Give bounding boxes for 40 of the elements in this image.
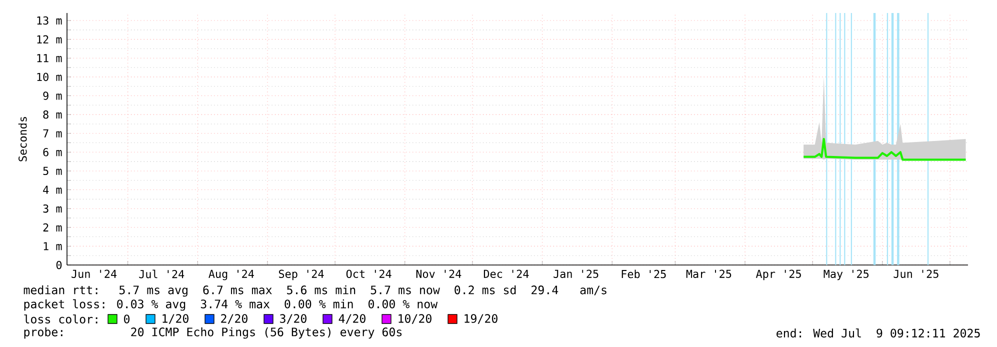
text: loss color: [24, 314, 98, 324]
x-tick-label: Mar '25 [686, 270, 732, 278]
x-tick-label: Jun '25 [894, 270, 938, 278]
y-tick-label: 11 m [37, 54, 62, 62]
x-tick-label: Apr '25 [756, 270, 801, 280]
y-tick-label: 4 m [43, 186, 62, 194]
x-tick-label: Jan '25 [554, 270, 598, 278]
x-tick-label: Feb '25 [622, 270, 666, 278]
x-tick-label: Sep '24 [278, 270, 324, 280]
x-tick-label: Oct '24 [346, 270, 392, 278]
x-tick-label: Jun '24 [72, 270, 117, 278]
y-tick-label: 0 [56, 260, 62, 270]
legend-label: 4/20 [338, 314, 366, 324]
x-tick-label: May '25 [824, 270, 869, 280]
y-tick-label: 6 m [43, 148, 62, 156]
x-tick-label: Dec '24 [484, 270, 529, 278]
y-tick-label: 5 m [43, 166, 62, 176]
x-tick-label: Nov '24 [416, 270, 462, 278]
text: median rtt: 5.7 ms avg 6.7 ms max 5.6 ms min 5.7 ms now 0.2 ms sd 29.4 am/s [24, 285, 606, 297]
y-axis-title: Seconds [18, 117, 27, 162]
legend-label: 2/20 [221, 314, 248, 324]
x-tick-label: Jul '24 [139, 270, 184, 278]
legend-label: 19/20 [464, 314, 498, 324]
text: packet loss: 0.03 % avg 3.74 % max 0.00 % min 0.00 % now [24, 299, 438, 311]
y-tick-label: 1 m [44, 242, 62, 250]
y-tick-label: 13 m [37, 16, 62, 25]
legend-label: 1/20 [162, 314, 188, 324]
y-tick-label: 8 m [43, 110, 62, 119]
legend-label: 0 [124, 314, 130, 324]
text: probe: 20 ICMP Echo Pings (56 Bytes) every 60s [24, 327, 402, 339]
y-tick-label: 12 m [37, 35, 62, 44]
y-tick-label: 10 m [37, 72, 62, 82]
y-tick-label: 9 m [43, 92, 62, 100]
y-tick-label: 7 m [43, 129, 62, 138]
text: end: Wed Jul 9 09:12:11 2025 [776, 328, 980, 338]
x-tick-label: Aug '24 [208, 270, 254, 280]
legend-label: 3/20 [280, 314, 306, 324]
y-tick-label: 2 m [43, 223, 62, 232]
legend-label: 10/20 [398, 314, 432, 324]
y-tick-label: 3 m [43, 204, 62, 213]
